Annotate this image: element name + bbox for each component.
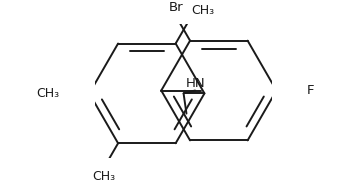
Text: CH₃: CH₃ — [191, 4, 215, 17]
Text: CH₃: CH₃ — [36, 87, 59, 100]
Text: CH₃: CH₃ — [92, 170, 115, 183]
Text: HN: HN — [185, 77, 205, 90]
Text: F: F — [307, 84, 314, 97]
Text: Br: Br — [168, 1, 183, 14]
